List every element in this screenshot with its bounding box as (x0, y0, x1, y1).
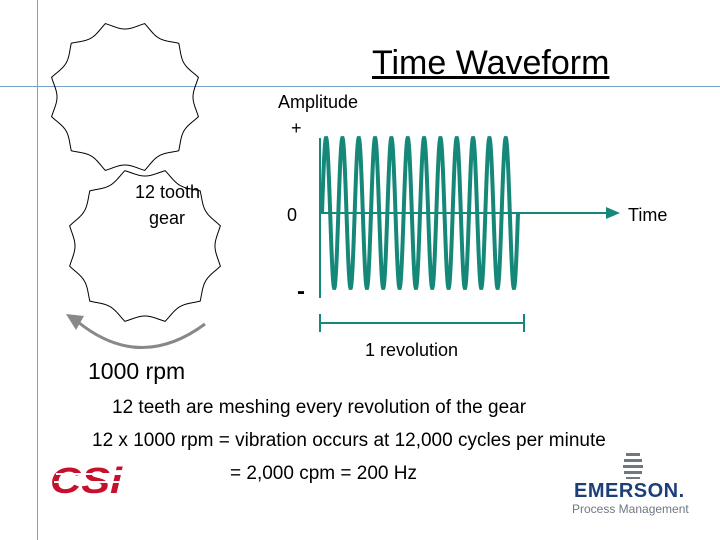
gear-illustration (51, 23, 221, 349)
time-axis-label: Time (628, 205, 668, 225)
emerson-wordmark: EMERSON. (574, 480, 685, 502)
slide-title: Time Waveform (372, 44, 610, 82)
amplitude-label: Amplitude (278, 92, 359, 112)
revolution-span-marker (319, 314, 525, 332)
emerson-logo: EMERSON. Process Management (568, 450, 698, 516)
rotation-arrow (77, 320, 206, 349)
explanation-line-3: = 2,000 cpm = 200 Hz (230, 463, 417, 484)
csi-logo: CSi (50, 460, 123, 500)
explanation-line-2: 12 x 1000 rpm = vibration occurs at 12,0… (92, 430, 606, 451)
gear-label-line2: gear (149, 208, 186, 228)
slide-guide-horizontal (0, 86, 720, 87)
explanation-line-1: 12 teeth are meshing every revolution of… (112, 397, 527, 418)
time-waveform-plot (319, 136, 620, 332)
amplitude-minus-label: - (297, 278, 305, 305)
time-axis-arrowhead-icon (606, 207, 620, 219)
emerson-subtitle: Process Management (572, 502, 689, 516)
gear-label-line1: 12 tooth (135, 182, 201, 202)
rotation-arrowhead-icon (66, 314, 84, 330)
amplitude-plus-label: + (291, 118, 302, 138)
revolution-label: 1 revolution (365, 340, 459, 360)
amplitude-zero-label: 0 (287, 205, 298, 225)
slide-guide-vertical (37, 0, 38, 540)
gear-top-outline (51, 23, 199, 171)
gear-speed-label: 1000 rpm (88, 358, 186, 384)
gear-bottom-outline (69, 170, 221, 322)
emerson-mark-icon (623, 453, 643, 479)
waveform-signal (320, 136, 520, 290)
svg-text:CSi: CSi (50, 460, 123, 500)
